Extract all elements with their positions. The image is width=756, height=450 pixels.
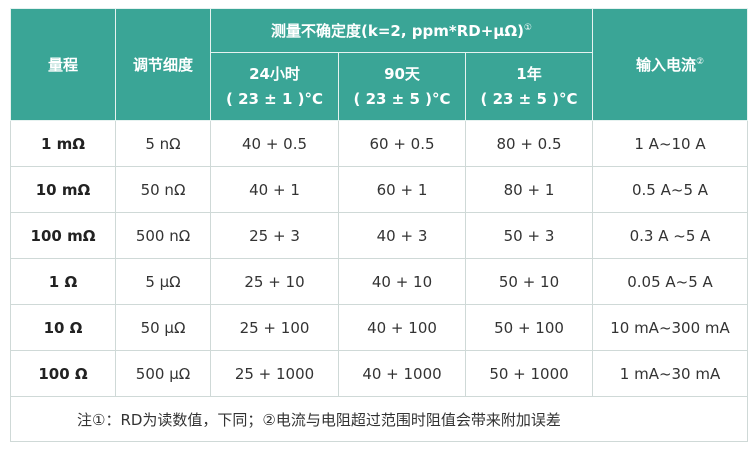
header-cell: 测量不确定度(k=2, ppm*RD+μΩ)①	[209, 8, 594, 53]
table-cell: 25 + 3	[210, 212, 339, 259]
table-cell: 500 nΩ	[115, 212, 211, 259]
range-cell: 1 Ω	[10, 258, 116, 305]
table-cell: 500 μΩ	[115, 350, 211, 397]
period-name: 24小时	[249, 64, 300, 83]
table-row: 100 mΩ 500 nΩ 25 + 3 40 + 3 50 + 3 0.3 A ~5 A	[10, 212, 749, 259]
table-cell: 10 mA~300 mA	[592, 304, 749, 351]
table-row: 10 Ω 50 μΩ 25 + 100 40 + 100 50 + 100 10 mA~3…	[10, 304, 749, 351]
header-row: 量程 调节细度 测量不确定度(k=2, ppm*RD+μΩ)① 输入电流②	[10, 8, 749, 121]
header-cell: 24小时 ( 23 ± 1 )°C	[210, 52, 339, 121]
range-cell: 10 Ω	[10, 304, 116, 351]
table-cell: 80 + 0.5	[464, 120, 594, 167]
range-cell: 1 mΩ	[10, 120, 116, 167]
header-text: 输入电流	[635, 56, 696, 74]
header-row: 24小时 ( 23 ± 1 )°C 90天 ( 23 ± 5 )°C 1年 ( 23 ± …	[11, 52, 748, 121]
header-cell: 90天 ( 23 ± 5 )°C	[338, 52, 466, 121]
note-mark: ②	[695, 57, 705, 67]
table-cell: 0.3 A ~5 A	[592, 212, 749, 259]
header-cell: 量程	[10, 8, 116, 121]
table-cell: 25 + 10	[210, 258, 339, 305]
spec-table: 量程 调节细度 测量不确定度(k=2, ppm*RD+μΩ)① 输入电流② 24…	[9, 8, 749, 442]
period-temp: ( 23 ± 5 )°C	[353, 89, 451, 108]
table-cell: 50 + 100	[464, 304, 594, 351]
range-cell: 10 mΩ	[10, 166, 116, 213]
table-cell: 50 μΩ	[115, 304, 211, 351]
period-name: 90天	[384, 64, 420, 83]
table-row: 10 mΩ 50 nΩ 40 + 1 60 + 1 80 + 1 0.5 A~5 A	[10, 166, 749, 213]
range-cell: 100 mΩ	[10, 212, 116, 259]
table-row: 1 mΩ 5 nΩ 40 + 0.5 60 + 0.5 80 + 0.5 1 A~10 A	[10, 120, 749, 167]
table-cell: 50 nΩ	[115, 166, 211, 213]
table-cell: 40 + 10	[338, 258, 466, 305]
table-cell: 0.05 A~5 A	[592, 258, 749, 305]
table-cell: 60 + 1	[338, 166, 466, 213]
table-cell: 40 + 3	[338, 212, 466, 259]
table-cell: 1 A~10 A	[592, 120, 749, 167]
range-cell: 100 Ω	[10, 350, 116, 397]
table-cell: 0.5 A~5 A	[592, 166, 749, 213]
note-mark: ①	[523, 23, 532, 33]
table-cell: 40 + 0.5	[210, 120, 339, 167]
table-cell: 50 + 3	[464, 212, 594, 259]
header-cell: 1年 ( 23 ± 5 )°C	[464, 52, 594, 121]
table-cell: 40 + 1000	[338, 350, 466, 397]
table-cell: 25 + 100	[210, 304, 339, 351]
footnote: 注①：RD为读数值，下同；②电流与电阻超过范围时阻值会带来附加误差	[9, 396, 749, 442]
header-cell: 输入电流②	[592, 8, 749, 121]
header-text: 测量不确定度(k=2, ppm*RD+μΩ)	[271, 22, 524, 40]
table-cell: 80 + 1	[464, 166, 594, 213]
period-name: 1年	[516, 64, 542, 83]
header-cell: 调节细度	[115, 8, 211, 121]
table-cell: 40 + 1	[210, 166, 339, 213]
table-cell: 5 nΩ	[115, 120, 211, 167]
footnote-row: 注①：RD为读数值，下同；②电流与电阻超过范围时阻值会带来附加误差	[9, 396, 749, 442]
table-body: 1 mΩ 5 nΩ 40 + 0.5 60 + 0.5 80 + 0.5 1 A~10 A…	[9, 120, 749, 442]
table-cell: 50 + 1000	[464, 350, 594, 397]
table-cell: 5 μΩ	[115, 258, 211, 305]
table-row: 100 Ω 500 μΩ 25 + 1000 40 + 1000 50 + 1000 1 …	[10, 350, 749, 397]
table-cell: 25 + 1000	[210, 350, 339, 397]
table-header: 量程 调节细度 测量不确定度(k=2, ppm*RD+μΩ)① 输入电流② 24…	[10, 8, 749, 121]
table-cell: 50 + 10	[464, 258, 594, 305]
table-cell: 60 + 0.5	[338, 120, 466, 167]
table-cell: 40 + 100	[338, 304, 466, 351]
period-temp: ( 23 ± 5 )°C	[480, 89, 578, 108]
period-temp: ( 23 ± 1 )°C	[226, 89, 323, 108]
table-cell: 1 mA~30 mA	[592, 350, 749, 397]
